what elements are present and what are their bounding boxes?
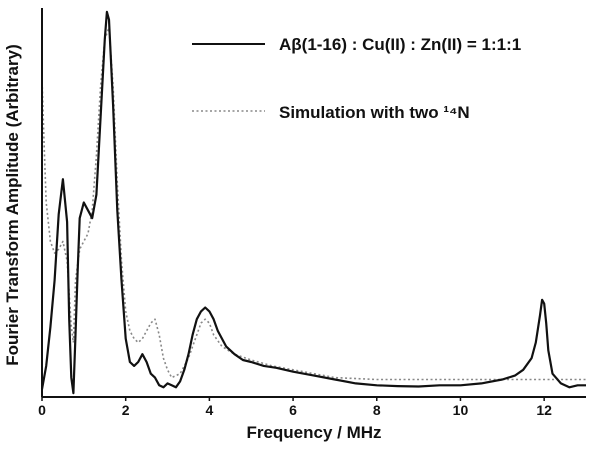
x-tick-label: 0: [38, 402, 46, 418]
x-tick-label: 6: [289, 402, 297, 418]
x-tick-label: 12: [536, 402, 552, 418]
x-tick-label: 2: [122, 402, 130, 418]
x-tick-label: 4: [205, 402, 213, 418]
x-ticks: 0 2 4 6 8 10 12: [38, 397, 552, 418]
series-line-simulation: [41, 26, 586, 381]
legend-label-experiment: Aβ(1-16) : Cu(II) : Zn(II) = 1:1:1: [279, 35, 521, 54]
axes: 0 2 4 6 8 10 12: [38, 8, 586, 418]
series-layer: [40, 10, 586, 395]
x-tick-label: 10: [453, 402, 469, 418]
series-line-experiment: [40, 10, 586, 395]
x-tick-label: 8: [373, 402, 381, 418]
y-axis-title: Fourier Transform Amplitude (Arbitrary): [3, 44, 22, 365]
x-axis-title: Frequency / MHz: [246, 423, 381, 442]
legend-label-simulation: Simulation with two ¹⁴N: [279, 103, 470, 122]
legend: Aβ(1-16) : Cu(II) : Zn(II) = 1:1:1 Simul…: [192, 35, 521, 122]
